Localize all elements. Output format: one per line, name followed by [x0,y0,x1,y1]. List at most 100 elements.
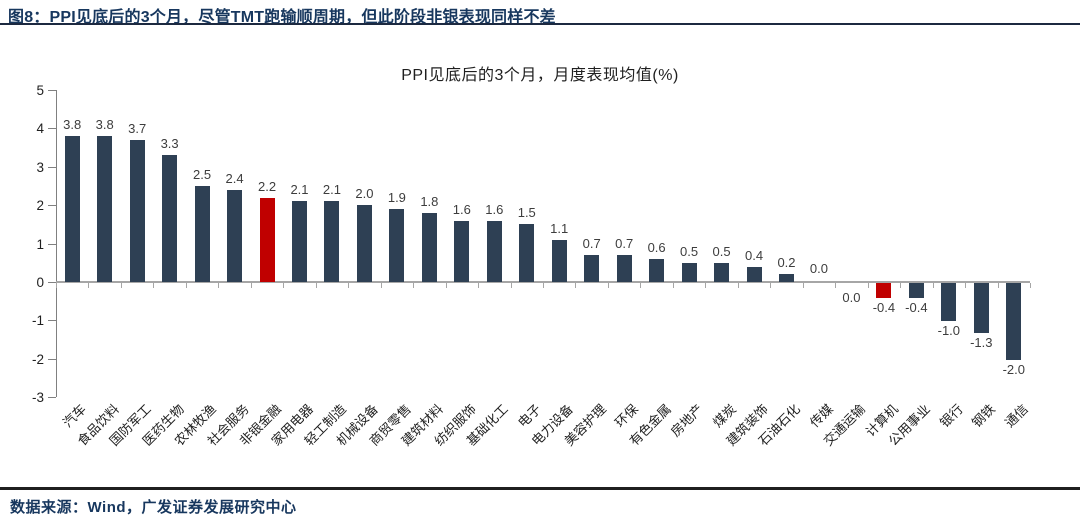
x-axis-tick [478,283,480,288]
bar-value-label: 2.1 [290,182,309,198]
bar-value-label: 1.8 [420,193,439,209]
x-axis-tick [315,283,317,288]
x-category-label: 电子 [514,401,544,431]
bar [681,262,697,282]
bar [876,283,892,299]
footer-divider [0,487,1080,490]
y-tick-label: 2 [36,198,44,214]
x-axis-tick [348,283,350,288]
bar [227,189,243,282]
bar [454,220,470,282]
x-axis-tick [705,283,707,288]
x-axis-tick [672,283,674,288]
bar [421,212,437,282]
x-axis-tick [543,283,544,288]
source-note: 数据来源：Wind，广发证券发展研究中心 [10,499,297,516]
bar-value-label: -1.0 [937,323,961,339]
y-tick-label: 0 [36,275,44,290]
y-tick-label: -2 [31,351,44,367]
bar [129,139,145,282]
x-axis-tick [120,283,122,288]
x-axis-tick [770,283,772,288]
bar-value-label: -0.4 [872,300,896,316]
y-axis-tick [48,358,56,360]
x-axis-tick [607,283,609,288]
bar [324,201,340,282]
bar-value-label: 0.4 [744,247,764,263]
bar [649,258,665,282]
bar [97,136,113,282]
bar [746,266,762,282]
bar-value-label: 3.8 [63,117,82,133]
bar-value-label: 3.3 [160,136,179,152]
bar-value-label: -1.3 [970,334,993,350]
x-axis-tick [965,283,967,288]
bar-value-label: 1.6 [485,201,504,217]
bar [973,283,989,333]
y-axis-tick [48,320,56,322]
x-axis-tick [445,283,447,288]
bar-value-label: 2.5 [193,167,212,182]
bar-value-label: -2.0 [1002,361,1025,377]
caption-divider [0,23,1080,25]
bar-value-label: 0.5 [712,243,731,259]
bar [519,224,535,282]
bar [941,283,957,322]
bar-value-label: 1.1 [550,220,569,236]
y-tick-label: 3 [36,159,44,175]
x-axis-tick [997,283,999,288]
x-axis-tick [737,283,739,288]
y-tick-label: 1 [36,236,44,252]
bar-value-label: 0.0 [809,261,828,276]
x-axis-tick [380,283,382,288]
figure-caption: 图8：PPI见底后的3个月，尽管TMT跑输顺周期，但此阶段非银表现同样不差 [8,9,556,26]
x-axis-tick [185,283,187,288]
bar [908,283,924,299]
bar [584,255,600,282]
bar-value-label: 0.7 [582,236,601,252]
x-axis-tick [88,283,90,288]
bar-value-label: -0.4 [905,300,928,316]
y-axis-tick [48,90,56,91]
x-category-label: 环保 [612,401,642,431]
x-category-label: 煤炭 [709,401,739,431]
bar-value-label: 1.5 [517,205,536,221]
x-category-label: 钢铁 [969,401,999,431]
x-axis-tick [835,283,837,288]
y-axis-tick [48,128,56,130]
bar-value-label: 1.9 [387,190,406,206]
bar [64,136,80,282]
bar-value-label: 2.0 [355,186,374,202]
x-category-label: 房地产 [667,401,707,440]
x-category-label: 银行 [936,401,966,431]
bar [779,274,794,282]
bar [486,220,502,282]
y-axis-tick [48,282,56,283]
x-axis-tick [900,283,902,288]
x-axis-tick [56,283,57,288]
bar-value-label: 2.4 [225,170,244,186]
y-axis-tick [48,243,56,245]
x-axis-tick [640,283,642,288]
bar [714,262,730,282]
y-axis-line [56,90,57,398]
bar [356,205,372,282]
bar [616,255,632,282]
bar [551,239,567,282]
bar-value-label: 3.7 [128,120,147,136]
y-tick-label: -3 [31,390,44,406]
bar-value-label: 2.1 [322,182,341,198]
bar-value-label: 0.7 [615,236,634,252]
bar [389,209,405,282]
x-axis-tick [802,283,804,288]
bar [292,201,307,282]
bar [1006,283,1022,360]
y-tick-label: 4 [36,121,44,137]
bar [194,186,210,282]
x-axis-tick [218,283,220,288]
x-axis-tick [867,283,869,288]
y-axis-tick [48,397,56,399]
bar [259,197,275,282]
